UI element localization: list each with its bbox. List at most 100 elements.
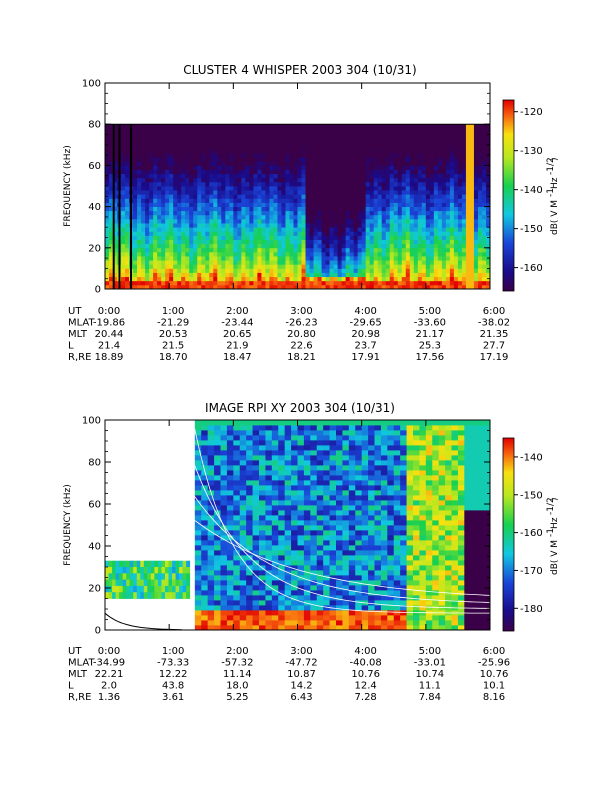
ephemeris-value: 7.84 xyxy=(419,692,441,703)
panel-title: IMAGE RPI XY 2003 304 (10/31) xyxy=(205,401,395,415)
ephemeris-value: 43.8 xyxy=(162,681,184,692)
svg-text:dB( V M: dB( V M xyxy=(550,200,560,235)
y-tick-label: 20 xyxy=(88,243,101,254)
ephemeris-value: -19.86 xyxy=(93,318,125,329)
colorbar-tick-label: -160 xyxy=(520,528,543,539)
colorbar-tick-label: -140 xyxy=(520,185,543,196)
ephemeris-value: 14.2 xyxy=(290,681,312,692)
colorbar-tick-label: -140 xyxy=(520,452,543,463)
colorbar-label: dB( V M -1 Hz -1/2 ) xyxy=(546,497,560,575)
y-tick-label: 100 xyxy=(82,416,101,427)
ephemeris-value: -57.32 xyxy=(221,658,253,669)
ephemeris-value: 8.16 xyxy=(483,692,505,703)
ephemeris-value: 12.22 xyxy=(159,669,188,680)
spectrogram-image xyxy=(105,420,490,630)
ephemeris-value: 5:00 xyxy=(419,646,441,657)
ephemeris-value: 10.76 xyxy=(480,669,509,680)
ephemeris-value: 11.1 xyxy=(419,681,441,692)
colorbar-tick-label: -120 xyxy=(520,107,543,118)
ephemeris-value: -29.65 xyxy=(350,318,382,329)
colorbar-tick-label: -180 xyxy=(520,604,543,615)
ephemeris-value: 21.9 xyxy=(226,341,248,352)
ephemeris-value: 2:00 xyxy=(226,306,248,317)
ephemeris-value: -23.44 xyxy=(221,318,253,329)
y-tick-label: 100 xyxy=(82,79,101,90)
ephemeris-value: 27.7 xyxy=(483,341,505,352)
ephemeris-value: 25.3 xyxy=(419,341,441,352)
ephemeris-value: -38.02 xyxy=(478,318,510,329)
ephemeris-row-label: MLT xyxy=(68,669,88,680)
ephemeris-value: 1:00 xyxy=(162,306,184,317)
ephemeris-row-label: L xyxy=(68,681,74,692)
y-tick-label: 0 xyxy=(95,626,101,637)
ephemeris-value: -33.01 xyxy=(414,658,446,669)
ephemeris-value: 18.89 xyxy=(95,352,124,363)
ephemeris-row-label: UT xyxy=(68,306,82,317)
y-axis-label: FREQUENCY (kHz) xyxy=(63,145,73,226)
ephemeris-value: -33.60 xyxy=(414,318,446,329)
colorbar xyxy=(503,438,514,631)
y-tick-label: 40 xyxy=(88,542,101,553)
ephemeris-value: 18.0 xyxy=(226,681,248,692)
ephemeris-value: 21.5 xyxy=(162,341,184,352)
ephemeris-value: 3:00 xyxy=(290,306,312,317)
ephemeris-value: 17.56 xyxy=(416,352,445,363)
y-tick-label: 80 xyxy=(88,120,101,131)
ephemeris-value: 2:00 xyxy=(226,646,248,657)
ephemeris-value: 10.74 xyxy=(416,669,445,680)
colorbar xyxy=(503,100,514,291)
ephemeris-value: 12.4 xyxy=(355,681,377,692)
ephemeris-table: UT 0:00 1:00 2:00 3:00 4:00 5:00 6:00 MLAT-19.86… xyxy=(68,306,510,363)
colorbar-label: dB( V M -1 Hz -1/2 ) xyxy=(546,157,560,235)
y-tick-label: 80 xyxy=(88,458,101,469)
ephemeris-value: 21.4 xyxy=(98,341,120,352)
panel-rpi: IMAGE RPI XY 2003 304 (10/31) 0 20 40 60 80 1… xyxy=(63,401,560,703)
colorbar-ticks: -140-150-160-170-180 xyxy=(514,452,543,614)
ephemeris-row-label: L xyxy=(68,341,74,352)
y-tick-label: 60 xyxy=(88,500,101,511)
ephemeris-value: 21.17 xyxy=(416,329,445,340)
y-tick-label: 20 xyxy=(88,584,101,595)
ephemeris-value: 18.47 xyxy=(223,352,252,363)
y-tick-label: 60 xyxy=(88,161,101,172)
ephemeris-value: -21.29 xyxy=(157,318,189,329)
colorbar-tick-label: -160 xyxy=(520,263,543,274)
ephemeris-value: 20.65 xyxy=(223,329,252,340)
ephemeris-value: -47.72 xyxy=(285,658,317,669)
ephemeris-value: 20.98 xyxy=(351,329,380,340)
ephemeris-value: 5:00 xyxy=(419,306,441,317)
ephemeris-row-label: R,RE xyxy=(68,352,91,363)
panel-whisper: CLUSTER 4 WHISPER 2003 304 (10/31) 0 20 40… xyxy=(63,63,560,363)
ephemeris-value: 10.76 xyxy=(351,669,380,680)
ephemeris-value: 0:00 xyxy=(98,306,120,317)
ephemeris-row-label: MLT xyxy=(68,329,88,340)
ephemeris-value: 5.25 xyxy=(226,692,248,703)
panel-title: CLUSTER 4 WHISPER 2003 304 (10/31) xyxy=(183,63,416,77)
y-tick-label: 40 xyxy=(88,202,101,213)
ephemeris-value: 6:00 xyxy=(483,306,505,317)
ephemeris-value: 20.44 xyxy=(95,329,124,340)
ephemeris-value: 22.6 xyxy=(290,341,312,352)
ephemeris-row-label: UT xyxy=(68,646,82,657)
ephemeris-value: 17.19 xyxy=(480,352,509,363)
colorbar-tick-label: -150 xyxy=(520,490,543,501)
ephemeris-value: 23.7 xyxy=(355,341,377,352)
ephemeris-row-label: MLAT xyxy=(68,318,95,329)
y-axis-label: FREQUENCY (kHz) xyxy=(63,484,73,565)
ephemeris-row-label: MLAT xyxy=(68,658,95,669)
ephemeris-value: 4:00 xyxy=(354,306,376,317)
y-tick-label: 0 xyxy=(95,285,101,296)
ephemeris-value: 11.14 xyxy=(223,669,252,680)
spectrogram-image xyxy=(105,124,490,289)
ephemeris-value: 4:00 xyxy=(354,646,376,657)
ephemeris-value: 3:00 xyxy=(290,646,312,657)
ephemeris-value: 22.21 xyxy=(95,669,124,680)
ephemeris-value: -26.23 xyxy=(285,318,317,329)
ephemeris-value: -40.08 xyxy=(350,658,382,669)
ephemeris-value: 10.1 xyxy=(483,681,505,692)
ephemeris-value: 3.61 xyxy=(162,692,184,703)
ephemeris-value: 10.87 xyxy=(287,669,316,680)
ephemeris-value: 7.28 xyxy=(355,692,377,703)
